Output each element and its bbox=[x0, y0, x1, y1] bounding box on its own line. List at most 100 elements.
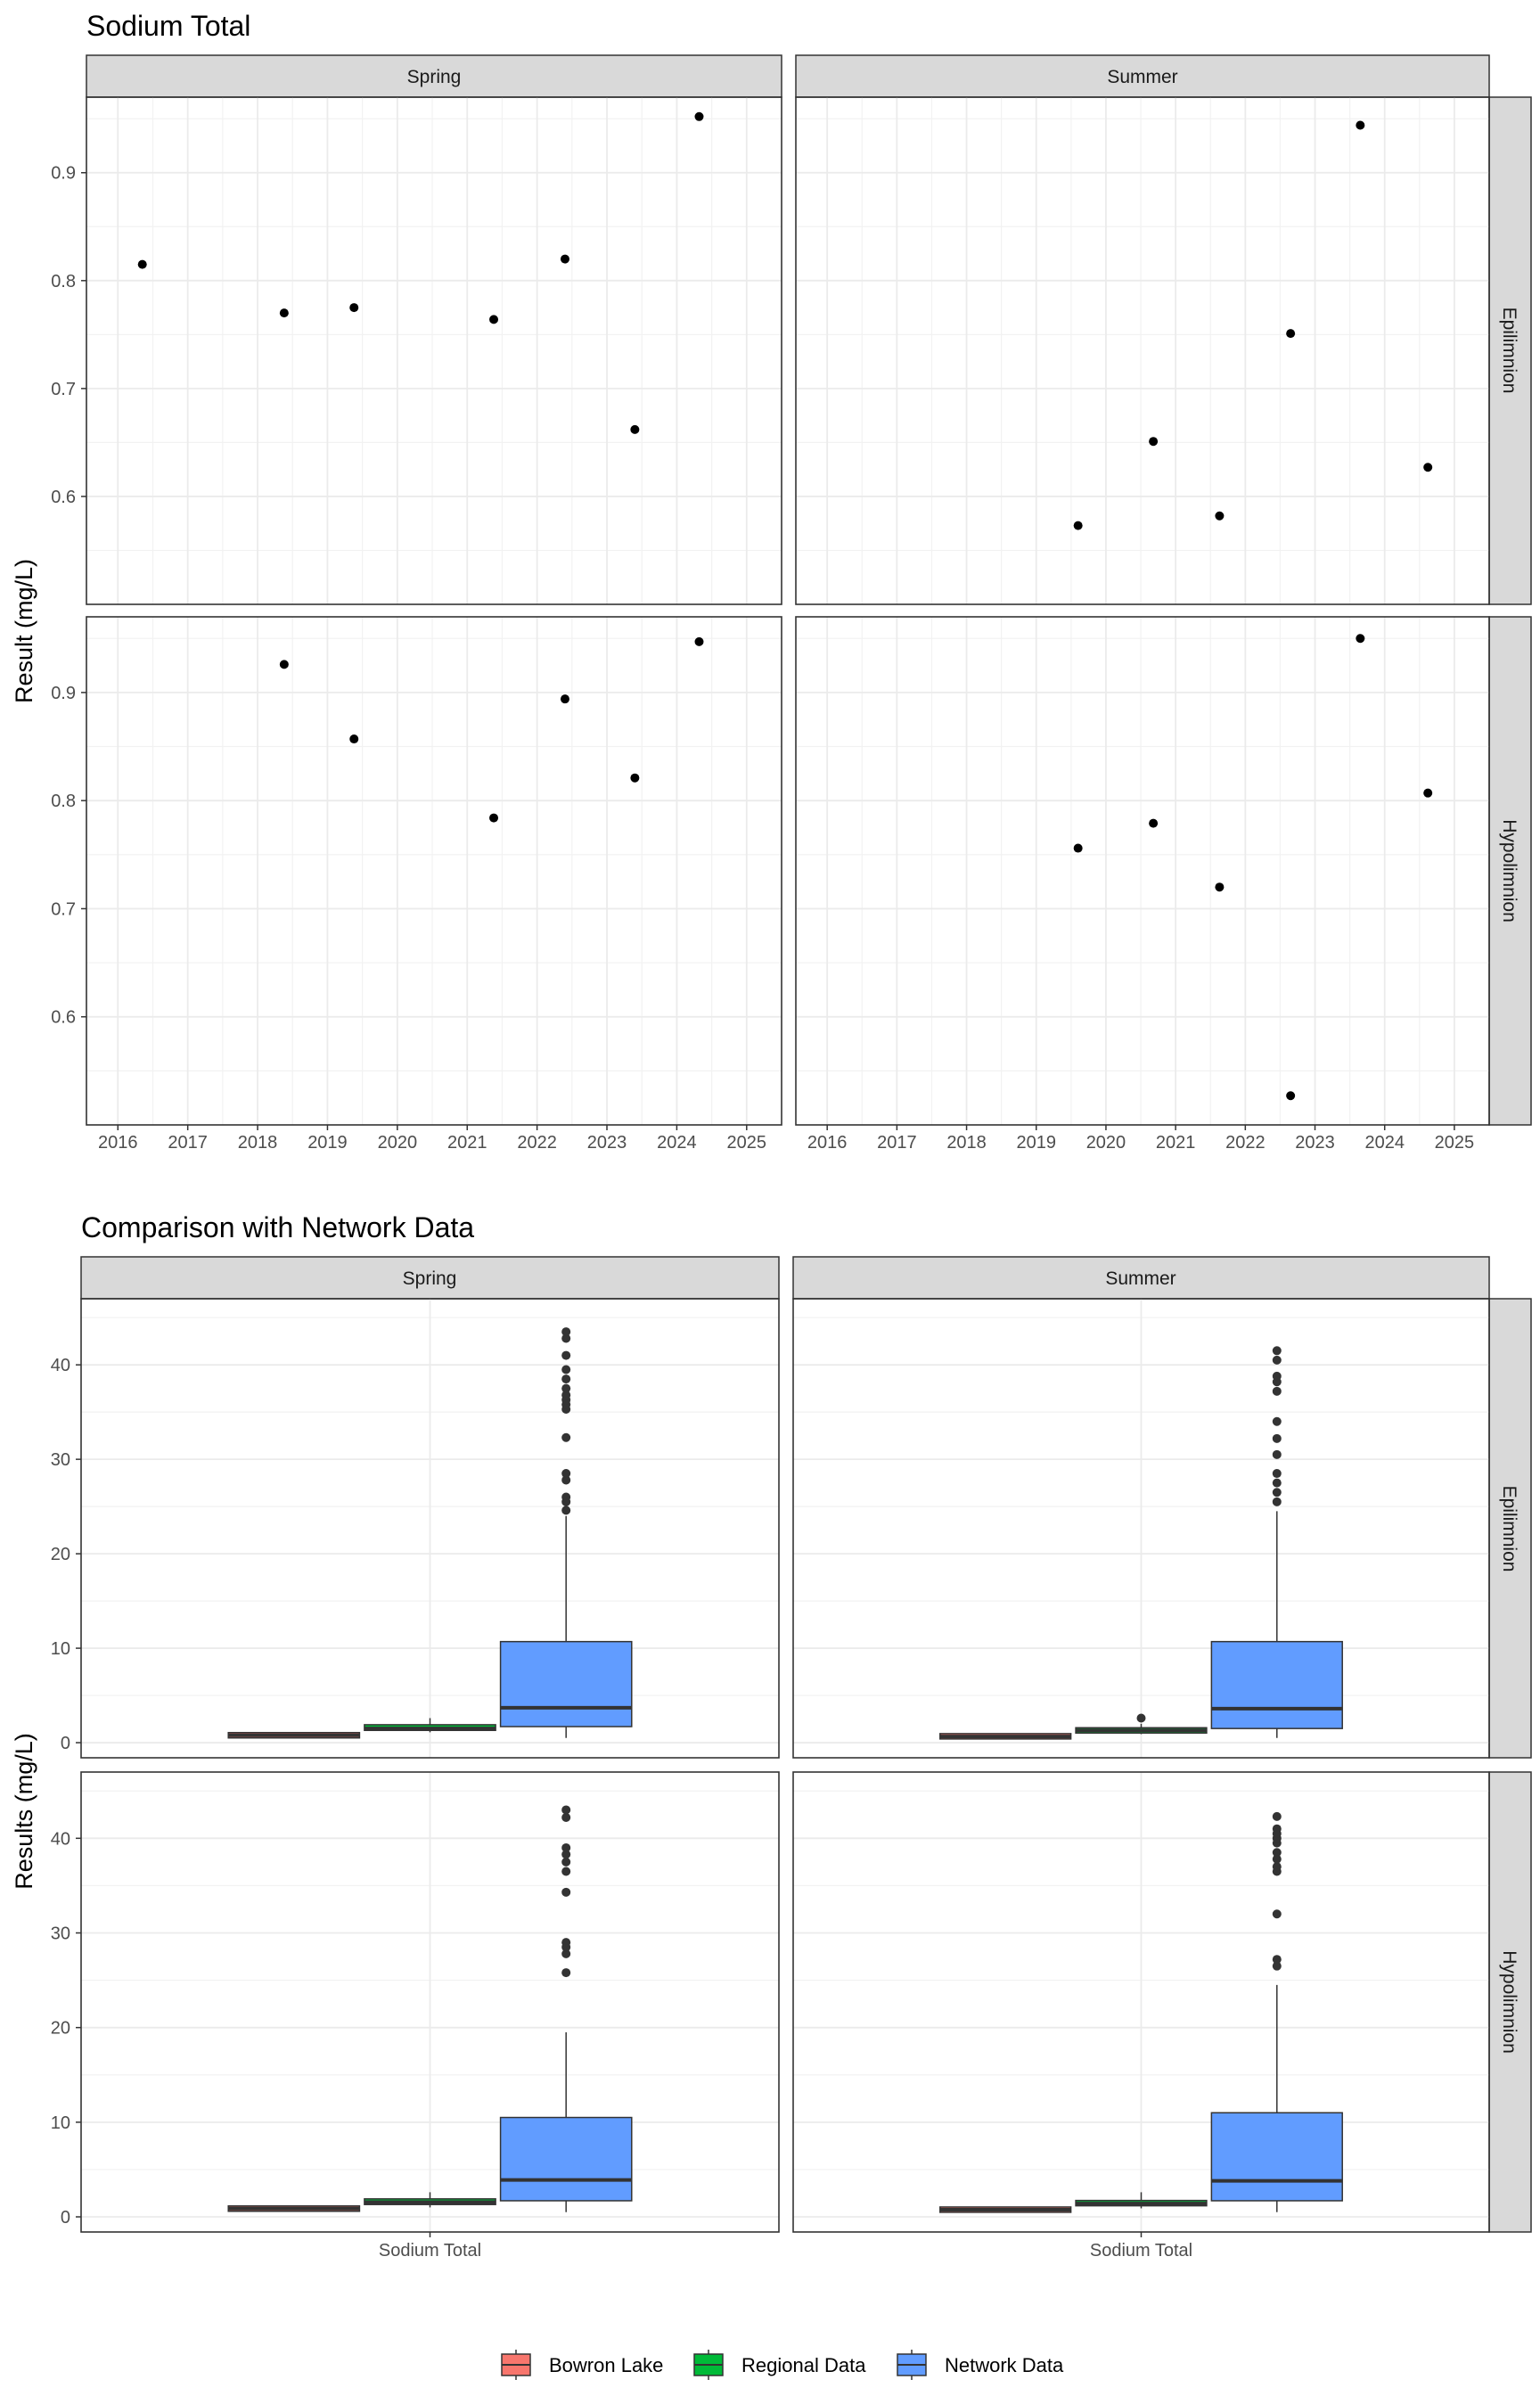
data-point bbox=[349, 734, 359, 744]
box-bowron-lake bbox=[939, 1733, 1072, 1740]
outlier-point bbox=[561, 1475, 571, 1485]
scatter-strip-summer: Summer bbox=[1107, 67, 1177, 87]
panel-border bbox=[795, 96, 1490, 605]
y-tick-label: 30 bbox=[51, 1924, 70, 1943]
outlier-point bbox=[1272, 1488, 1282, 1498]
data-point bbox=[1149, 437, 1159, 447]
outlier-point bbox=[561, 1327, 571, 1337]
y-tick-label: 0.7 bbox=[51, 899, 76, 919]
box-strip-summer-bg bbox=[792, 1256, 1490, 1300]
scatter-panel-summer-hypolimnion: 2016 2017 2018 2019 2020 2021 2022 2023 2024 2025 bbox=[795, 616, 1490, 1153]
y-tick-label: 0.9 bbox=[51, 684, 76, 703]
panel-border bbox=[86, 616, 782, 1126]
panel-border bbox=[80, 1298, 780, 1759]
data-point bbox=[560, 254, 569, 264]
data-point bbox=[1356, 120, 1365, 130]
scatter-strip-hypolimnion-bg bbox=[1488, 616, 1532, 1126]
outlier-point bbox=[1272, 1386, 1282, 1396]
data-point bbox=[1149, 818, 1159, 828]
outlier-point bbox=[561, 1812, 571, 1822]
outlier-point bbox=[1272, 1909, 1282, 1919]
outlier-point bbox=[561, 1949, 571, 1958]
outlier-point bbox=[1272, 1433, 1282, 1443]
y-tick-label: 20 bbox=[51, 1545, 70, 1564]
x-tick-label: 2024 bbox=[657, 1133, 697, 1153]
outlier-point bbox=[561, 1938, 571, 1948]
outlier-point bbox=[561, 1867, 571, 1876]
outlier-point bbox=[1136, 1713, 1146, 1723]
scatter-strip-summer-bg bbox=[795, 54, 1490, 98]
legend-label-regional-data: Regional Data bbox=[741, 2354, 866, 2376]
outlier-point bbox=[561, 1842, 571, 1852]
outlier-point bbox=[561, 1350, 571, 1360]
outlier-point bbox=[561, 1469, 571, 1479]
box-strip-hypolimnion: Hypolimnion bbox=[1499, 1950, 1520, 2054]
data-point bbox=[1215, 882, 1225, 892]
outlier-point bbox=[561, 1492, 571, 1502]
outlier-point bbox=[561, 1887, 571, 1897]
data-point bbox=[489, 315, 499, 324]
outlier-point bbox=[1272, 1961, 1282, 1971]
box-panel-summer-hypolimnion: Sodium Total bbox=[792, 1771, 1490, 2261]
outlier-point bbox=[1272, 1478, 1282, 1488]
x-tick-label: 2017 bbox=[168, 1133, 208, 1153]
data-point bbox=[694, 636, 704, 646]
scatter-panel-summer-epilimnion bbox=[795, 96, 1490, 605]
scatter-strip-spring: Spring bbox=[407, 67, 462, 87]
data-point bbox=[1073, 521, 1083, 530]
box-chart-title: Comparison with Network Data bbox=[81, 1211, 474, 1243]
outlier-point bbox=[561, 1850, 571, 1859]
data-point bbox=[279, 660, 289, 669]
scatter-strip-hypolimnion: Hypolimnion bbox=[1499, 819, 1520, 923]
data-point bbox=[1423, 788, 1433, 798]
box-y-axis-label: Results (mg/L) bbox=[11, 1733, 37, 1890]
box-bowron-lake bbox=[227, 2205, 361, 2212]
x-tick-label: Sodium Total bbox=[379, 2241, 481, 2261]
data-point bbox=[137, 259, 147, 269]
data-point bbox=[1356, 634, 1365, 644]
outlier-point bbox=[1272, 1848, 1282, 1858]
box-iqr bbox=[1210, 2112, 1343, 2202]
scatter-panel-spring-epilimnion: 0.6 0.7 0.8 0.9 bbox=[51, 96, 782, 605]
outlier-point bbox=[561, 1374, 571, 1384]
x-tick-label: 2023 bbox=[587, 1133, 627, 1153]
x-tick-label: 2025 bbox=[1435, 1133, 1475, 1153]
legend-label-bowron-lake: Bowron Lake bbox=[549, 2354, 663, 2376]
data-point bbox=[560, 694, 569, 704]
outlier-point bbox=[1272, 1416, 1282, 1426]
x-tick-label: Sodium Total bbox=[1090, 2241, 1192, 2261]
outlier-point bbox=[1272, 1854, 1282, 1864]
data-point bbox=[1423, 463, 1433, 472]
panel-border bbox=[795, 616, 1490, 1126]
x-tick-label: 2019 bbox=[307, 1133, 348, 1153]
y-tick-label: 0.7 bbox=[51, 380, 76, 399]
x-tick-label: 2021 bbox=[447, 1133, 487, 1153]
box-bowron-lake bbox=[939, 2206, 1072, 2213]
y-tick-label: 10 bbox=[51, 2113, 70, 2133]
data-point bbox=[489, 813, 499, 823]
data-point bbox=[1286, 1091, 1296, 1101]
x-tick-label: 2022 bbox=[517, 1133, 557, 1153]
data-point bbox=[694, 111, 704, 121]
x-tick-label: 2021 bbox=[1156, 1133, 1196, 1153]
x-tick-label: 2018 bbox=[946, 1133, 987, 1153]
panel-border bbox=[792, 1298, 1490, 1759]
box-panel-summer-epilimnion bbox=[792, 1298, 1490, 1759]
x-tick-label: 2018 bbox=[238, 1133, 278, 1153]
data-point bbox=[349, 303, 359, 313]
box-network-data bbox=[499, 1327, 633, 1738]
scatter-strip-spring-bg bbox=[86, 54, 782, 98]
outlier-point bbox=[1272, 1355, 1282, 1365]
x-tick-label: 2016 bbox=[807, 1133, 848, 1153]
data-point bbox=[1215, 511, 1225, 521]
y-tick-label: 20 bbox=[51, 2019, 70, 2039]
y-tick-label: 0 bbox=[61, 2208, 70, 2228]
outlier-point bbox=[1272, 1862, 1282, 1872]
scatter-panel-spring-hypolimnion: 0.6 0.7 0.8 0.9 2016 2017 2018 2019 2020 2021 2022… bbox=[51, 616, 782, 1153]
box-regional-data bbox=[364, 1718, 496, 1733]
x-tick-label: 2016 bbox=[98, 1133, 138, 1153]
x-tick-label: 2020 bbox=[1086, 1133, 1126, 1153]
y-tick-label: 30 bbox=[51, 1450, 70, 1470]
box-network-data bbox=[499, 1805, 633, 2212]
y-tick-label: 40 bbox=[51, 1829, 70, 1849]
